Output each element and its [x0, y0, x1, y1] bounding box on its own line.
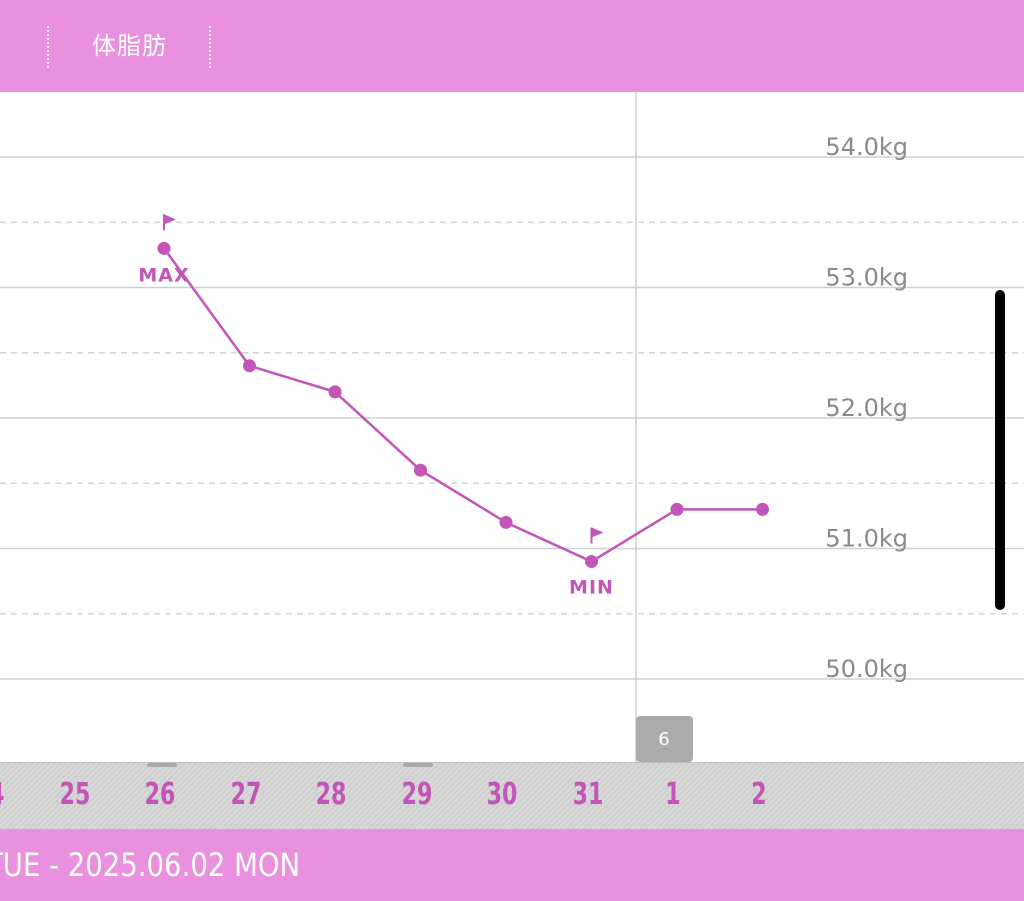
top-tab-bar: 体脂肪 — [0, 0, 1024, 92]
period-footer: TUE - 2025.06.02 MON — [0, 829, 1024, 901]
max-label: MAX — [138, 264, 189, 286]
month-marker-badge: 6 — [636, 716, 693, 762]
date-label[interactable]: 25 — [59, 777, 90, 812]
flag-icon — [163, 214, 176, 231]
data-points — [157, 241, 769, 569]
date-label[interactable]: 1 — [665, 777, 681, 812]
data-point[interactable] — [414, 463, 427, 477]
date-label[interactable]: 26 — [144, 777, 176, 812]
data-point[interactable] — [670, 502, 684, 516]
y-tick-label: 52.0kg — [825, 394, 908, 422]
date-label[interactable]: 27 — [230, 777, 261, 812]
data-point[interactable] — [157, 241, 171, 255]
header-corner — [994, 0, 1024, 30]
weight-line-chart[interactable]: 6 54.0kg 53.0kg 52.0kg 51.0kg 50.0kg MAX MIN — [0, 92, 1024, 762]
chart-annotations: MAX MIN — [138, 214, 614, 599]
week-tick-mark — [403, 763, 433, 767]
series-line — [162, 247, 763, 563]
tab-separator-right — [209, 26, 211, 68]
min-label: MIN — [569, 577, 614, 599]
tab-body-fat[interactable]: 体脂肪 — [92, 32, 167, 60]
tab-separator-left — [47, 26, 49, 68]
y-tick-label: 53.0kg — [825, 264, 908, 292]
data-point[interactable] — [328, 385, 342, 399]
week-tick-mark — [147, 763, 177, 767]
y-axis-labels: 54.0kg 53.0kg 52.0kg 51.0kg 50.0kg — [825, 133, 908, 683]
scroll-indicator[interactable] — [995, 290, 1005, 610]
y-tick-label: 50.0kg — [825, 655, 908, 683]
period-range-label: TUE - 2025.06.02 MON — [0, 846, 301, 884]
chart-grid — [0, 156, 1024, 680]
date-label[interactable]: 28 — [315, 777, 347, 812]
date-label[interactable]: 29 — [401, 777, 432, 812]
date-label[interactable]: 31 — [572, 777, 603, 812]
month-marker-label: 6 — [658, 729, 669, 750]
data-point[interactable] — [499, 515, 513, 529]
data-point[interactable] — [585, 555, 598, 569]
date-label[interactable]: 24 — [0, 777, 14, 813]
y-tick-label: 54.0kg — [825, 133, 908, 161]
date-label[interactable]: 2 — [750, 777, 767, 812]
data-point[interactable] — [243, 359, 256, 373]
data-point[interactable] — [756, 502, 769, 516]
flag-icon — [590, 527, 604, 544]
y-tick-label: 51.0kg — [825, 525, 908, 553]
date-label[interactable]: 30 — [486, 777, 518, 812]
date-strip[interactable]: 24 25 26 27 28 29 30 31 1 2 — [0, 762, 1024, 830]
